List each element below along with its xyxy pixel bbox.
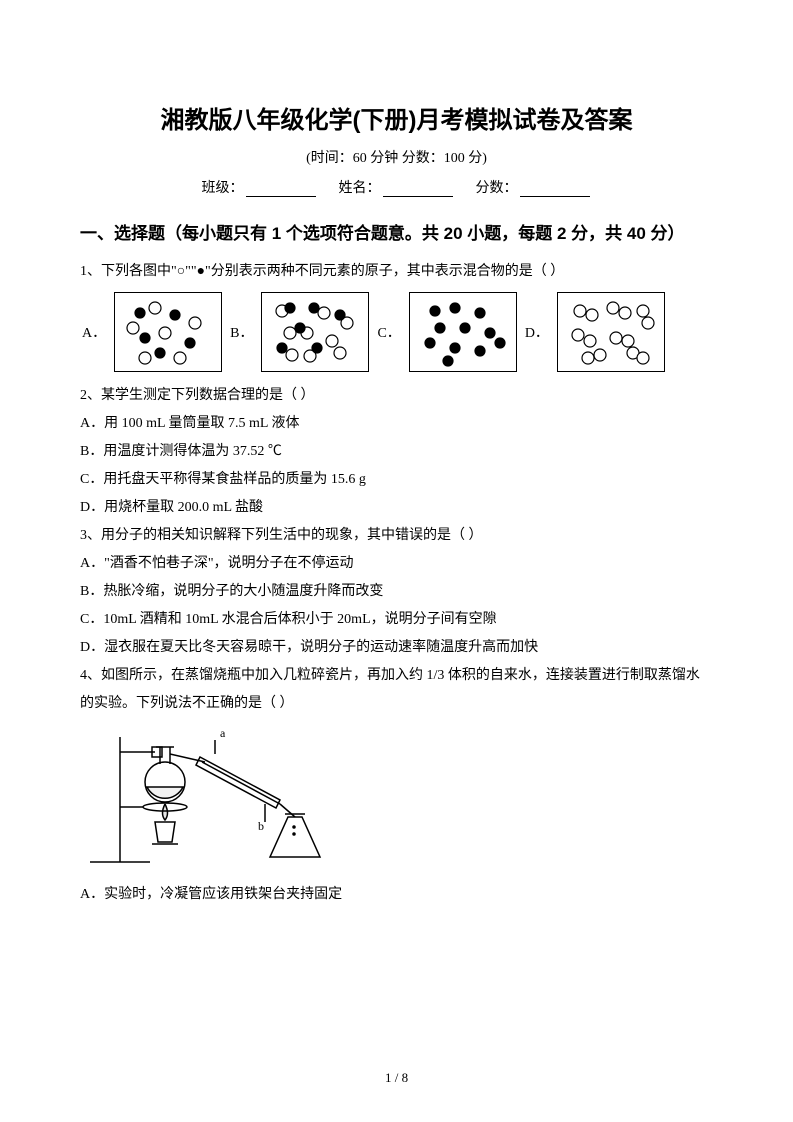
q2-d: D．用烧杯量取 200.0 mL 盐酸: [80, 494, 713, 522]
q4-stem: 4、如图所示，在蒸馏烧瓶中加入几粒碎瓷片，再加入约 1/3 体积的自来水，连接装…: [80, 662, 713, 718]
q1-diagram-a: [114, 292, 222, 372]
q4-label-b: b: [258, 819, 264, 833]
q3-d: D．湿衣服在夏天比冬天容易晾干，说明分子的运动速率随温度升高而加快: [80, 634, 713, 662]
q4-diagram: a b: [80, 722, 713, 877]
page-current: 1: [385, 1070, 392, 1085]
score-label: 分数：: [476, 181, 518, 196]
page-number: 1 / 8: [0, 1070, 793, 1086]
q3-a: A．"酒香不怕巷子深"，说明分子在不停运动: [80, 550, 713, 578]
q4-a: A．实验时，冷凝管应该用铁架台夹持固定: [80, 881, 713, 909]
q1-diagram-b: [261, 292, 369, 372]
q2-b: B．用温度计测得体温为 37.52 ℃: [80, 438, 713, 466]
section-1-header: 一、选择题（每小题只有 1 个选项符合题意。共 20 小题，每题 2 分，共 4…: [80, 215, 713, 252]
class-label: 班级：: [202, 181, 244, 196]
q3-b: B．热胀冷缩，说明分子的大小随温度升降而改变: [80, 578, 713, 606]
q1-stem: 1、下列各图中"○""●"分别表示两种不同元素的原子，其中表示混合物的是（ ）: [80, 258, 713, 286]
q1-label-b: B．: [230, 322, 253, 342]
class-blank[interactable]: [246, 181, 316, 197]
name-label: 姓名：: [339, 181, 381, 196]
q3-c: C．10mL 酒精和 10mL 水混合后体积小于 20mL，说明分子间有空隙: [80, 606, 713, 634]
q1-diagram-d: [557, 292, 665, 372]
q1-label-d: D．: [525, 322, 549, 342]
q2-c: C．用托盘天平称得某食盐样品的质量为 15.6 g: [80, 466, 713, 494]
page-total: 8: [402, 1070, 409, 1085]
q2-stem: 2、某学生测定下列数据合理的是（ ）: [80, 382, 713, 410]
name-blank[interactable]: [383, 181, 453, 197]
q1-label-c: C．: [377, 322, 400, 342]
doc-subtitle: (时间：60 分钟 分数：100 分): [80, 147, 713, 167]
q3-stem: 3、用分子的相关知识解释下列生活中的现象，其中错误的是（ ）: [80, 522, 713, 550]
q1-options: A． B． C． D．: [80, 292, 713, 372]
score-blank[interactable]: [520, 181, 590, 197]
q4-label-a: a: [220, 726, 226, 740]
blanks-line: 班级： 姓名： 分数：: [80, 177, 713, 197]
q2-a: A．用 100 mL 量筒量取 7.5 mL 液体: [80, 410, 713, 438]
doc-title: 湘教版八年级化学(下册)月考模拟试卷及答案: [80, 100, 713, 135]
q1-label-a: A．: [82, 322, 106, 342]
q1-diagram-c: [409, 292, 517, 372]
